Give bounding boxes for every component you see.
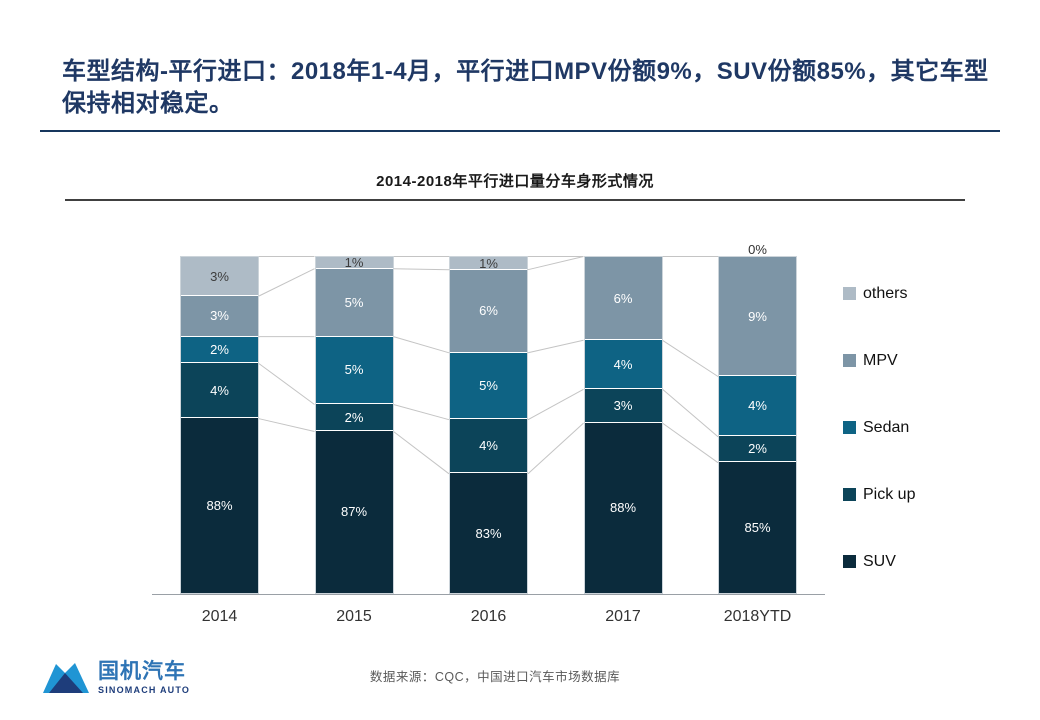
segment-Sedan: 4% xyxy=(719,376,796,437)
segment-label: 3% xyxy=(210,268,229,284)
segment-Sedan: 4% xyxy=(584,340,662,390)
segment-label: 2% xyxy=(344,409,364,425)
legend: others MPV Sedan Pick up SUV xyxy=(843,285,915,620)
segment-label: 5% xyxy=(479,378,498,394)
bar-2016: 1% 6% 5% 4% 83% xyxy=(449,256,528,594)
logo-name-en: SINOMACH AUTO xyxy=(98,685,191,696)
sinomach-mountain-icon xyxy=(43,662,89,693)
x-axis-label: 2014 xyxy=(201,608,238,625)
segment-Pick up: 2% xyxy=(315,404,393,431)
legend-swatch-icon xyxy=(843,488,856,501)
segment-label: 85% xyxy=(744,519,771,535)
segment-label: 4% xyxy=(748,398,767,414)
segment-Sedan: 5% xyxy=(450,352,527,420)
x-axis-label: 2018YTD xyxy=(723,608,792,625)
segment-MPV: 9% xyxy=(719,257,796,377)
legend-label: MPV xyxy=(863,351,898,369)
segment-Pick up: 3% xyxy=(584,389,662,423)
chart-title: 2014-2018年平行进口量分车身形式情况 xyxy=(376,173,654,190)
segment-label-outside: 0% xyxy=(748,242,767,257)
legend-swatch-icon xyxy=(843,555,856,568)
segment-label: 9% xyxy=(748,308,767,324)
legend-swatch-icon xyxy=(843,354,856,367)
segment-others: 1% xyxy=(450,255,527,271)
segment-label: 4% xyxy=(479,438,498,454)
segment-Sedan: 2% xyxy=(181,336,258,364)
x-axis-label: 2016 xyxy=(470,608,507,625)
legend-item-Pick up: Pick up xyxy=(843,486,915,503)
segment-SUV: 83% xyxy=(450,473,527,593)
x-axis-label: 2015 xyxy=(336,608,372,625)
segment-SUV: 85% xyxy=(719,461,796,593)
bar-2017: 6% 4% 3% 88% xyxy=(583,256,663,594)
segment-SUV: 88% xyxy=(584,422,662,594)
segment-MPV: 5% xyxy=(315,269,393,337)
header-divider xyxy=(40,130,1000,132)
segment-label: 4% xyxy=(613,356,633,372)
logo-name-cn: 国机汽车 xyxy=(98,660,186,683)
logo-text: 国机汽车 SINOMACH AUTO xyxy=(98,660,190,695)
segment-label: 6% xyxy=(613,290,633,306)
segment-Pick up: 4% xyxy=(450,419,527,474)
segment-label: 88% xyxy=(609,500,637,516)
segment-label: 1% xyxy=(344,255,364,271)
segment-SUV: 88% xyxy=(181,418,258,593)
legend-label: others xyxy=(863,284,908,302)
bar-2018YTD: 0% 9% 4% 2% 85% xyxy=(718,242,797,594)
segment-label: 2% xyxy=(210,342,229,358)
legend-label: Pick up xyxy=(863,485,916,503)
legend-item-MPV: MPV xyxy=(843,352,915,369)
segment-label: 88% xyxy=(206,498,233,514)
segment-label: 3% xyxy=(613,397,633,413)
legend-swatch-icon xyxy=(843,421,856,434)
x-axis-line xyxy=(152,594,825,595)
bar-2015: 1% 5% 5% 2% 87% xyxy=(314,255,394,594)
segment-others: 3% xyxy=(181,257,258,297)
x-axis-label: 2017 xyxy=(605,608,641,625)
legend-label: Sedan xyxy=(863,418,910,436)
plot-area: 3% 3% 2% 4% 88% 2014 1% 5% 5% 2% 87% 2015 1% 6% 5% 4% 83… xyxy=(152,242,825,625)
legend-item-others: others xyxy=(843,285,915,302)
series-connector-lines xyxy=(258,256,719,475)
legend-item-SUV: SUV xyxy=(843,553,915,570)
segment-label: 83% xyxy=(475,525,502,541)
segment-others: 1% xyxy=(315,255,393,271)
segment-label: 6% xyxy=(479,303,498,319)
segment-Pick up: 2% xyxy=(719,436,796,462)
segment-label: 3% xyxy=(210,308,229,324)
segment-label: 5% xyxy=(344,362,364,378)
legend-item-Sedan: Sedan xyxy=(843,419,915,436)
segment-MPV: 6% xyxy=(584,257,662,341)
segment-label: 4% xyxy=(210,382,229,398)
segment-label: 87% xyxy=(340,504,368,520)
page-title: 车型结构-平行进口：2018年1-4月，平行进口MPV份额9%，SUV份额85%… xyxy=(62,58,989,117)
legend-swatch-icon xyxy=(843,287,856,300)
segment-Sedan: 5% xyxy=(315,336,393,405)
segment-label: 5% xyxy=(344,294,364,310)
segment-MPV: 3% xyxy=(181,296,258,337)
sinomach-logo: 国机汽车 SINOMACH AUTO xyxy=(42,660,190,695)
segment-Pick up: 4% xyxy=(181,363,258,419)
data-source-note: 数据来源：CQC，中国进口汽车市场数据库 xyxy=(369,670,621,684)
segment-MPV: 6% xyxy=(450,270,527,353)
bar-2014: 3% 3% 2% 4% 88% xyxy=(180,256,259,594)
segment-SUV: 87% xyxy=(315,431,393,593)
segment-label: 1% xyxy=(479,255,498,271)
chart-title-divider xyxy=(65,199,965,201)
legend-label: SUV xyxy=(863,552,896,570)
segment-label: 2% xyxy=(748,441,767,457)
